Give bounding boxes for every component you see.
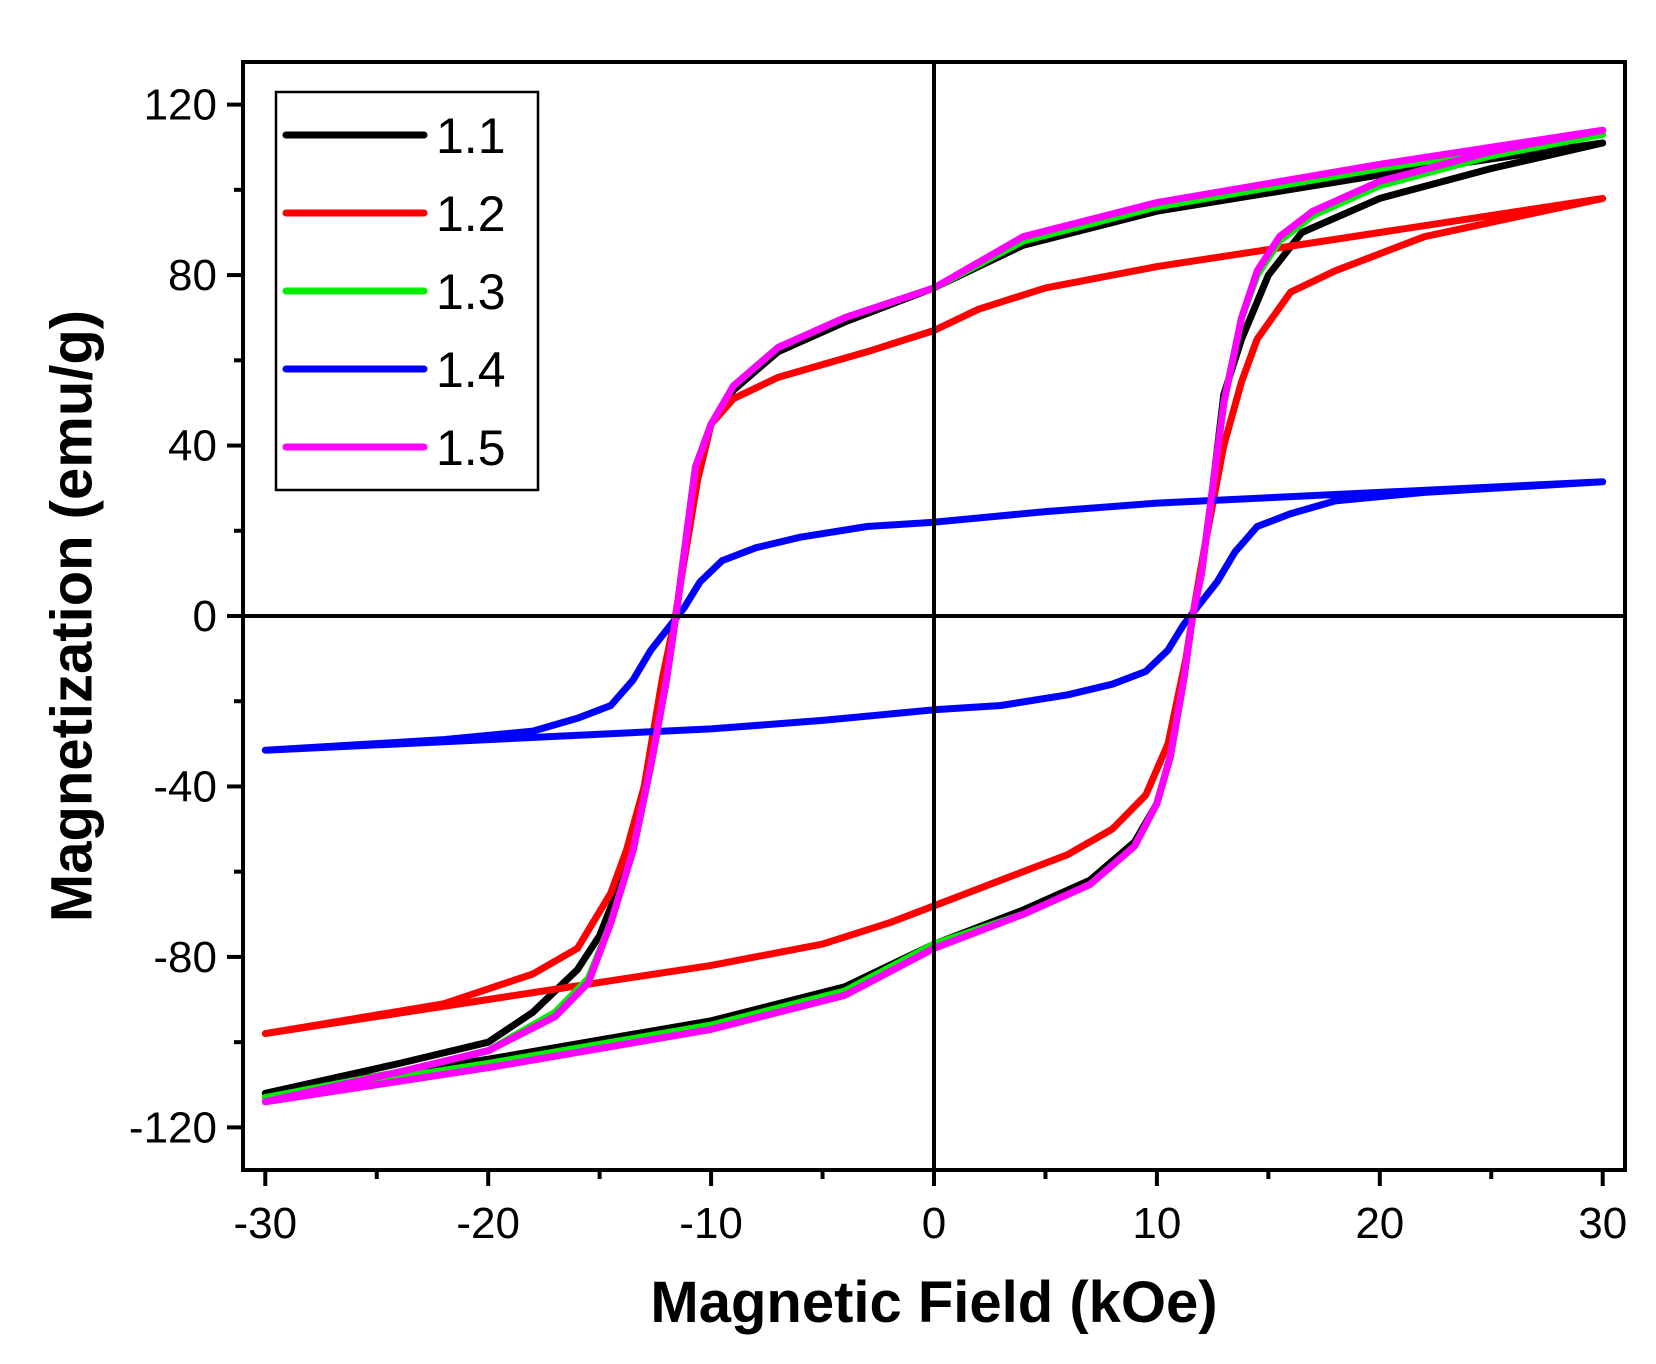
x-tick-label: 0 (922, 1199, 946, 1248)
x-axis-ticks: -30 -20 -10 0 10 20 30 (233, 1170, 1627, 1248)
series-layer (261, 126, 1607, 1106)
x-tick-label: -20 (456, 1199, 520, 1248)
y-tick-label: 0 (193, 592, 217, 641)
y-tick-label: 40 (168, 422, 217, 471)
y-tick-label: 120 (144, 81, 217, 130)
x-tick-label: -10 (679, 1199, 743, 1248)
legend-label-1-3: 1.3 (436, 264, 506, 320)
y-axis-title: Magnetization (emu/g) (40, 310, 105, 922)
series-1-5-curve (261, 126, 1607, 1106)
y-tick-label: -40 (153, 762, 217, 811)
series-1-4-curve (261, 478, 1607, 754)
y-axis-ticks: -120 -80 -40 0 40 80 120 (129, 81, 243, 1152)
y-tick-label: 80 (168, 251, 217, 300)
legend-label-1-1: 1.1 (436, 108, 506, 164)
y-tick-label: -80 (153, 933, 217, 982)
y-tick-label: -120 (129, 1103, 217, 1152)
x-tick-label: -30 (233, 1199, 297, 1248)
x-tick-label: 10 (1132, 1199, 1181, 1248)
legend-label-1-4: 1.4 (436, 342, 506, 398)
x-axis-title: Magnetic Field (kOe) (650, 1270, 1217, 1335)
x-tick-label: 20 (1355, 1199, 1404, 1248)
legend: 1.1 1.2 1.3 1.4 1.5 (274, 90, 540, 492)
legend-label-1-2: 1.2 (436, 186, 506, 242)
legend-label-1-5: 1.5 (436, 420, 506, 476)
x-tick-label: 30 (1578, 1199, 1627, 1248)
